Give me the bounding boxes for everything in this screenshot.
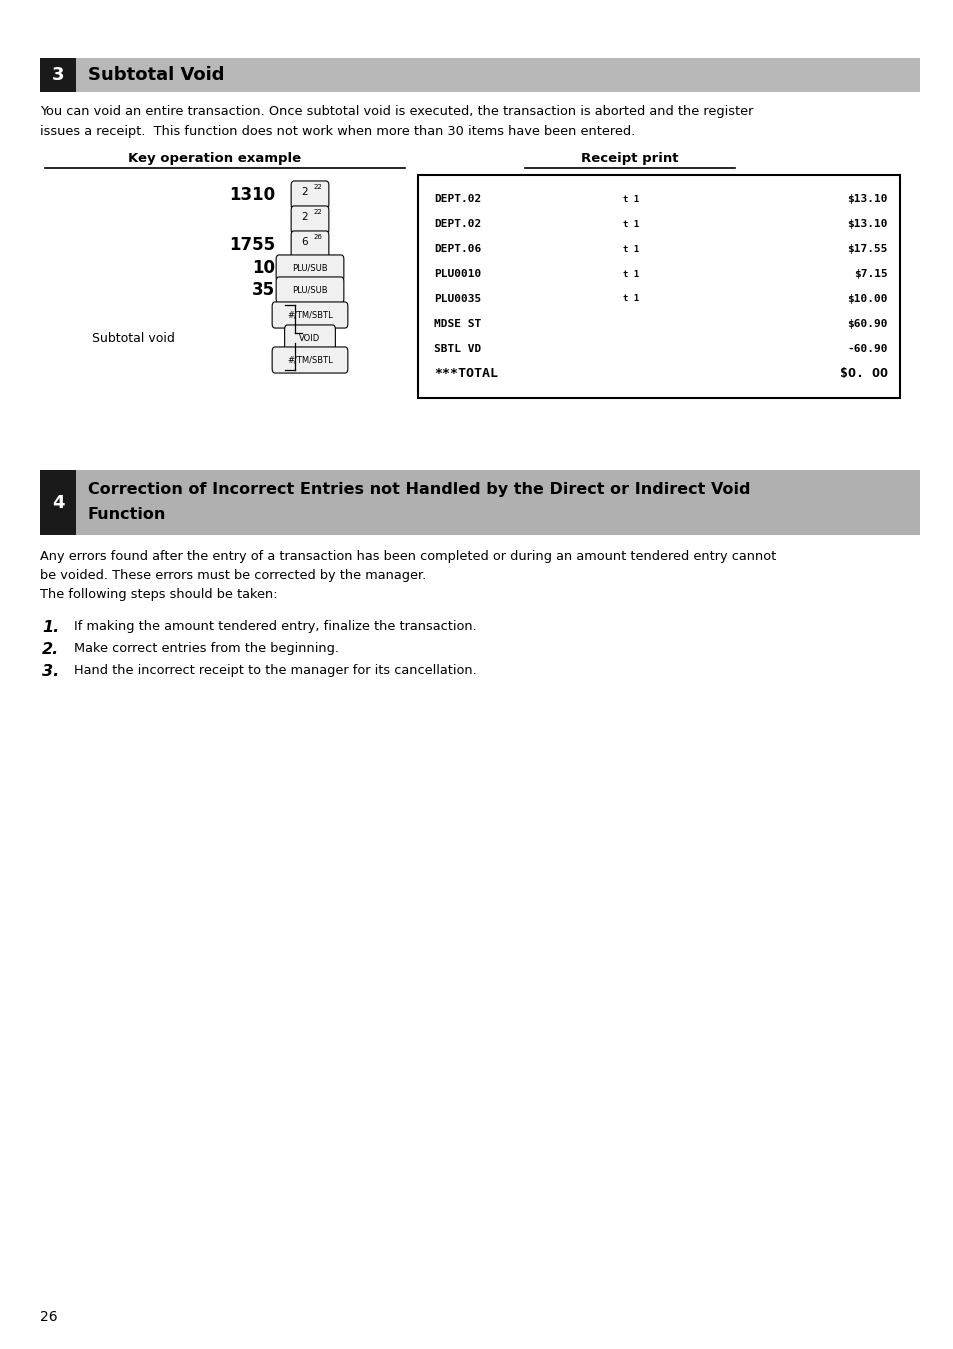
- Bar: [40, 469, 919, 536]
- Text: 2.: 2.: [42, 642, 59, 657]
- Text: ***TOTAL: ***TOTAL: [434, 367, 497, 380]
- Text: Make correct entries from the beginning.: Make correct entries from the beginning.: [74, 642, 338, 656]
- Text: 10: 10: [252, 259, 274, 277]
- Text: DEPT.06: DEPT.06: [434, 244, 480, 254]
- Text: 1755: 1755: [229, 236, 274, 254]
- Text: #/TM/SBTL: #/TM/SBTL: [287, 310, 333, 320]
- Text: MDSE ST: MDSE ST: [434, 318, 480, 329]
- Text: $17.55: $17.55: [846, 244, 887, 254]
- Text: PLU/SUB: PLU/SUB: [292, 263, 328, 272]
- FancyBboxPatch shape: [272, 347, 348, 374]
- Text: 1310: 1310: [229, 186, 274, 204]
- Text: 2: 2: [301, 212, 308, 223]
- Text: 3: 3: [51, 66, 64, 84]
- Text: #/TM/SBTL: #/TM/SBTL: [287, 356, 333, 364]
- Text: 2: 2: [301, 188, 308, 197]
- Text: You can void an entire transaction. Once subtotal void is executed, the transact: You can void an entire transaction. Once…: [40, 105, 753, 117]
- Bar: [417, 175, 899, 398]
- Text: Any errors found after the entry of a transaction has been completed or during a: Any errors found after the entry of a tr…: [40, 550, 776, 563]
- Text: Receipt print: Receipt print: [580, 152, 678, 165]
- Text: 6: 6: [301, 237, 308, 247]
- Text: The following steps should be taken:: The following steps should be taken:: [40, 588, 277, 602]
- Text: $O. OO: $O. OO: [840, 367, 887, 380]
- Text: 22: 22: [314, 183, 322, 190]
- Bar: [40, 58, 919, 92]
- Text: 4: 4: [51, 494, 64, 511]
- Bar: [40, 58, 76, 92]
- Text: t 1: t 1: [622, 196, 639, 204]
- Text: 3.: 3.: [42, 664, 59, 679]
- Text: Function: Function: [88, 507, 166, 522]
- Text: PLU0010: PLU0010: [434, 268, 480, 279]
- Text: SBTL VD: SBTL VD: [434, 344, 480, 353]
- Text: PLU/SUB: PLU/SUB: [292, 286, 328, 294]
- Text: Subtotal Void: Subtotal Void: [88, 66, 224, 84]
- Text: t 1: t 1: [622, 244, 639, 254]
- FancyBboxPatch shape: [275, 277, 343, 304]
- Text: $13.10: $13.10: [846, 220, 887, 229]
- Text: be voided. These errors must be corrected by the manager.: be voided. These errors must be correcte…: [40, 569, 426, 581]
- Text: t 1: t 1: [622, 294, 639, 304]
- Text: Hand the incorrect receipt to the manager for its cancellation.: Hand the incorrect receipt to the manage…: [74, 664, 476, 677]
- Text: VOID: VOID: [299, 333, 320, 343]
- Text: 26: 26: [40, 1310, 57, 1323]
- Text: 35: 35: [252, 281, 274, 299]
- Text: PLU0035: PLU0035: [434, 294, 480, 304]
- Text: If making the amount tendered entry, finalize the transaction.: If making the amount tendered entry, fin…: [74, 621, 476, 633]
- Text: -60.90: -60.90: [846, 344, 887, 353]
- FancyBboxPatch shape: [291, 231, 329, 259]
- Text: DEPT.02: DEPT.02: [434, 220, 480, 229]
- Text: Subtotal void: Subtotal void: [92, 332, 174, 344]
- Text: $7.15: $7.15: [853, 268, 887, 279]
- Text: 22: 22: [314, 209, 322, 214]
- Text: issues a receipt.  This function does not work when more than 30 items have been: issues a receipt. This function does not…: [40, 125, 635, 138]
- FancyBboxPatch shape: [272, 302, 348, 328]
- FancyBboxPatch shape: [291, 206, 329, 233]
- Text: 26: 26: [314, 233, 322, 240]
- Text: t 1: t 1: [622, 270, 639, 278]
- FancyBboxPatch shape: [291, 181, 329, 209]
- Text: 1.: 1.: [42, 621, 59, 635]
- Text: $60.90: $60.90: [846, 318, 887, 329]
- Text: Correction of Incorrect Entries not Handled by the Direct or Indirect Void: Correction of Incorrect Entries not Hand…: [88, 482, 750, 496]
- Text: t 1: t 1: [622, 220, 639, 229]
- Text: $13.10: $13.10: [846, 194, 887, 205]
- Text: DEPT.02: DEPT.02: [434, 194, 480, 205]
- Bar: [40, 469, 76, 536]
- FancyBboxPatch shape: [275, 255, 343, 281]
- Text: Key operation example: Key operation example: [129, 152, 301, 165]
- Text: $10.00: $10.00: [846, 294, 887, 304]
- FancyBboxPatch shape: [284, 325, 335, 351]
